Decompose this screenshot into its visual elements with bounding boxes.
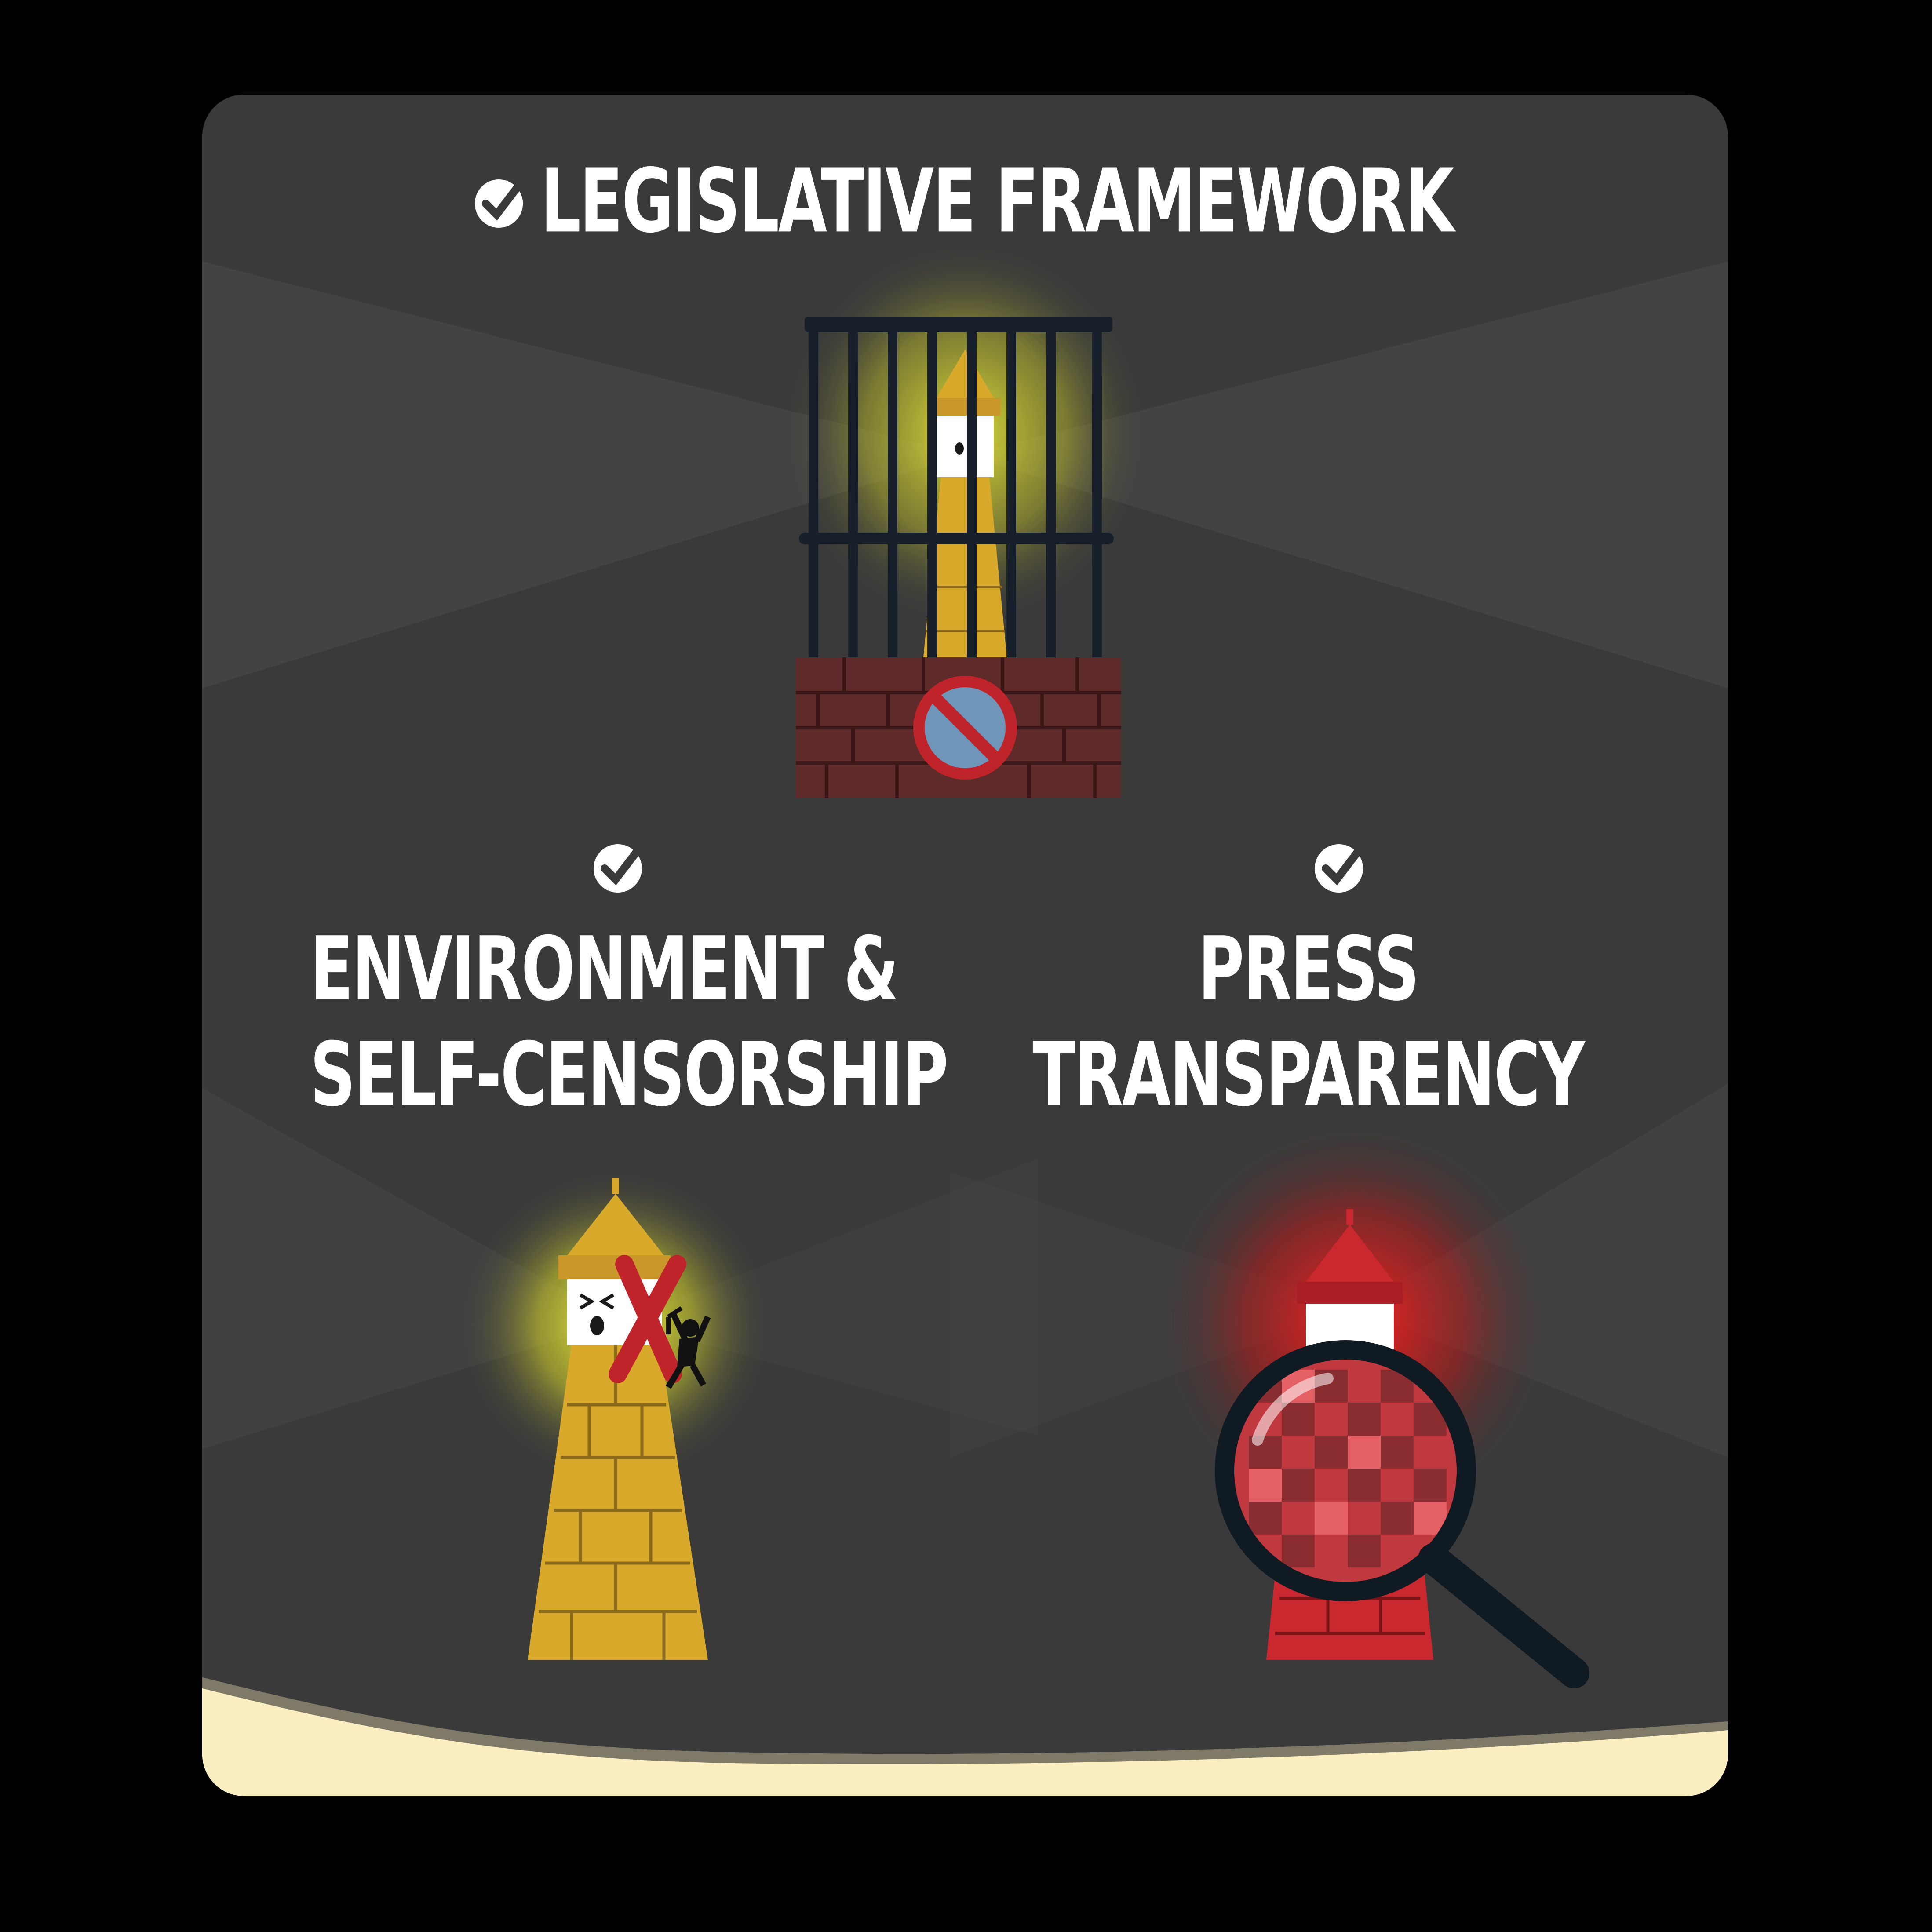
caged-lighthouse-illustration [796,317,1121,798]
cage-icon [799,317,1114,667]
magnified-lighthouse-illustration [1215,1209,1589,1688]
magnifying-glass-icon [1215,1340,1589,1688]
heading-press-line2: TRANSPARENCY [1032,1024,1585,1126]
heading-legislative-text: LEGISLATIVE FRAMEWORK [540,150,1454,253]
check-badge-icon [474,173,529,228]
heading-environment-line1: ENVIRONMENT & [310,918,899,1021]
climbing-figure-icon [665,1306,711,1389]
prohibition-sign-icon [913,676,1017,780]
infographic-card: LEGISLATIVE FRAMEWORK ENVIRONMENT & SELF… [202,95,1728,1796]
check-badge-icon [587,833,653,901]
heading-environment-line2: SELF-CENSORSHIP [310,1024,948,1126]
crossed-lighthouse-illustration [528,1178,711,1660]
red-x-icon [609,1255,686,1383]
heading-environment: ENVIRONMENT & SELF-CENSORSHIP [310,917,948,1128]
heading-press-line1: PRESS [1198,918,1419,1021]
heading-press: PRESS TRANSPARENCY [1031,917,1585,1128]
check-badge-icon [1308,833,1374,901]
heading-legislative: LEGISLATIVE FRAMEWORK [416,152,1514,245]
